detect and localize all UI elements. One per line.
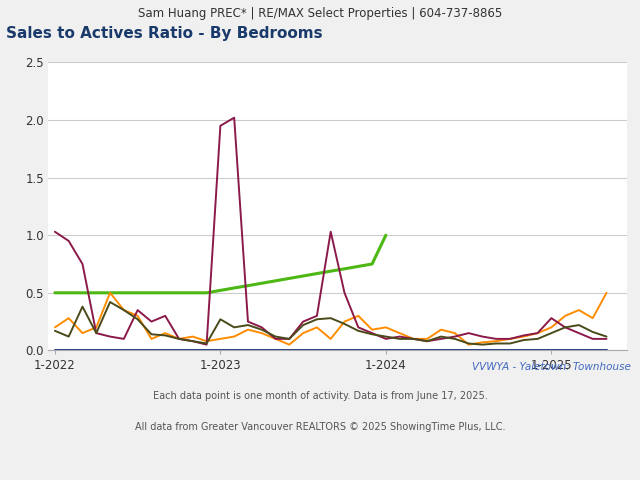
Text: Sam Huang PREC* | RE/MAX Select Properties | 604-737-8865: Sam Huang PREC* | RE/MAX Select Properti… bbox=[138, 7, 502, 20]
Text: Sales to Actives Ratio - By Bedrooms: Sales to Actives Ratio - By Bedrooms bbox=[6, 26, 323, 41]
Text: All data from Greater Vancouver REALTORS © 2025 ShowingTime Plus, LLC.: All data from Greater Vancouver REALTORS… bbox=[135, 422, 505, 432]
Text: VVWYA - Yaletown: Townhouse: VVWYA - Yaletown: Townhouse bbox=[472, 362, 630, 372]
Text: Each data point is one month of activity. Data is from June 17, 2025.: Each data point is one month of activity… bbox=[152, 391, 488, 401]
